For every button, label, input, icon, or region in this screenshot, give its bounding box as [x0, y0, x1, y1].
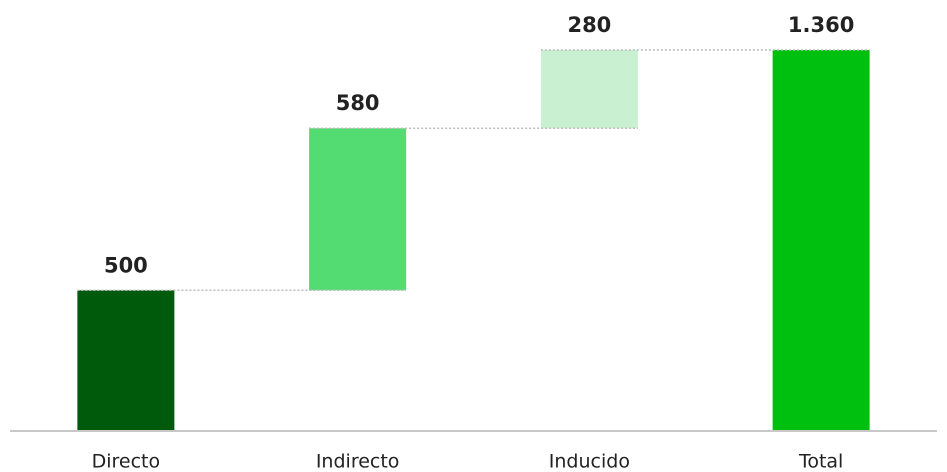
bar: [540, 50, 638, 129]
x-tick-label: Total: [798, 451, 843, 472]
x-tick-label: Inducido: [549, 451, 630, 472]
value-label: 500: [104, 253, 148, 277]
x-tick-label: Indirecto: [316, 451, 400, 472]
bar: [772, 50, 870, 430]
value-label: 580: [336, 91, 380, 115]
value-label: 1.360: [788, 13, 854, 37]
bar: [309, 128, 407, 291]
x-tick-label: Directo: [92, 451, 161, 472]
value-label: 280: [567, 13, 611, 37]
bar: [77, 290, 175, 430]
